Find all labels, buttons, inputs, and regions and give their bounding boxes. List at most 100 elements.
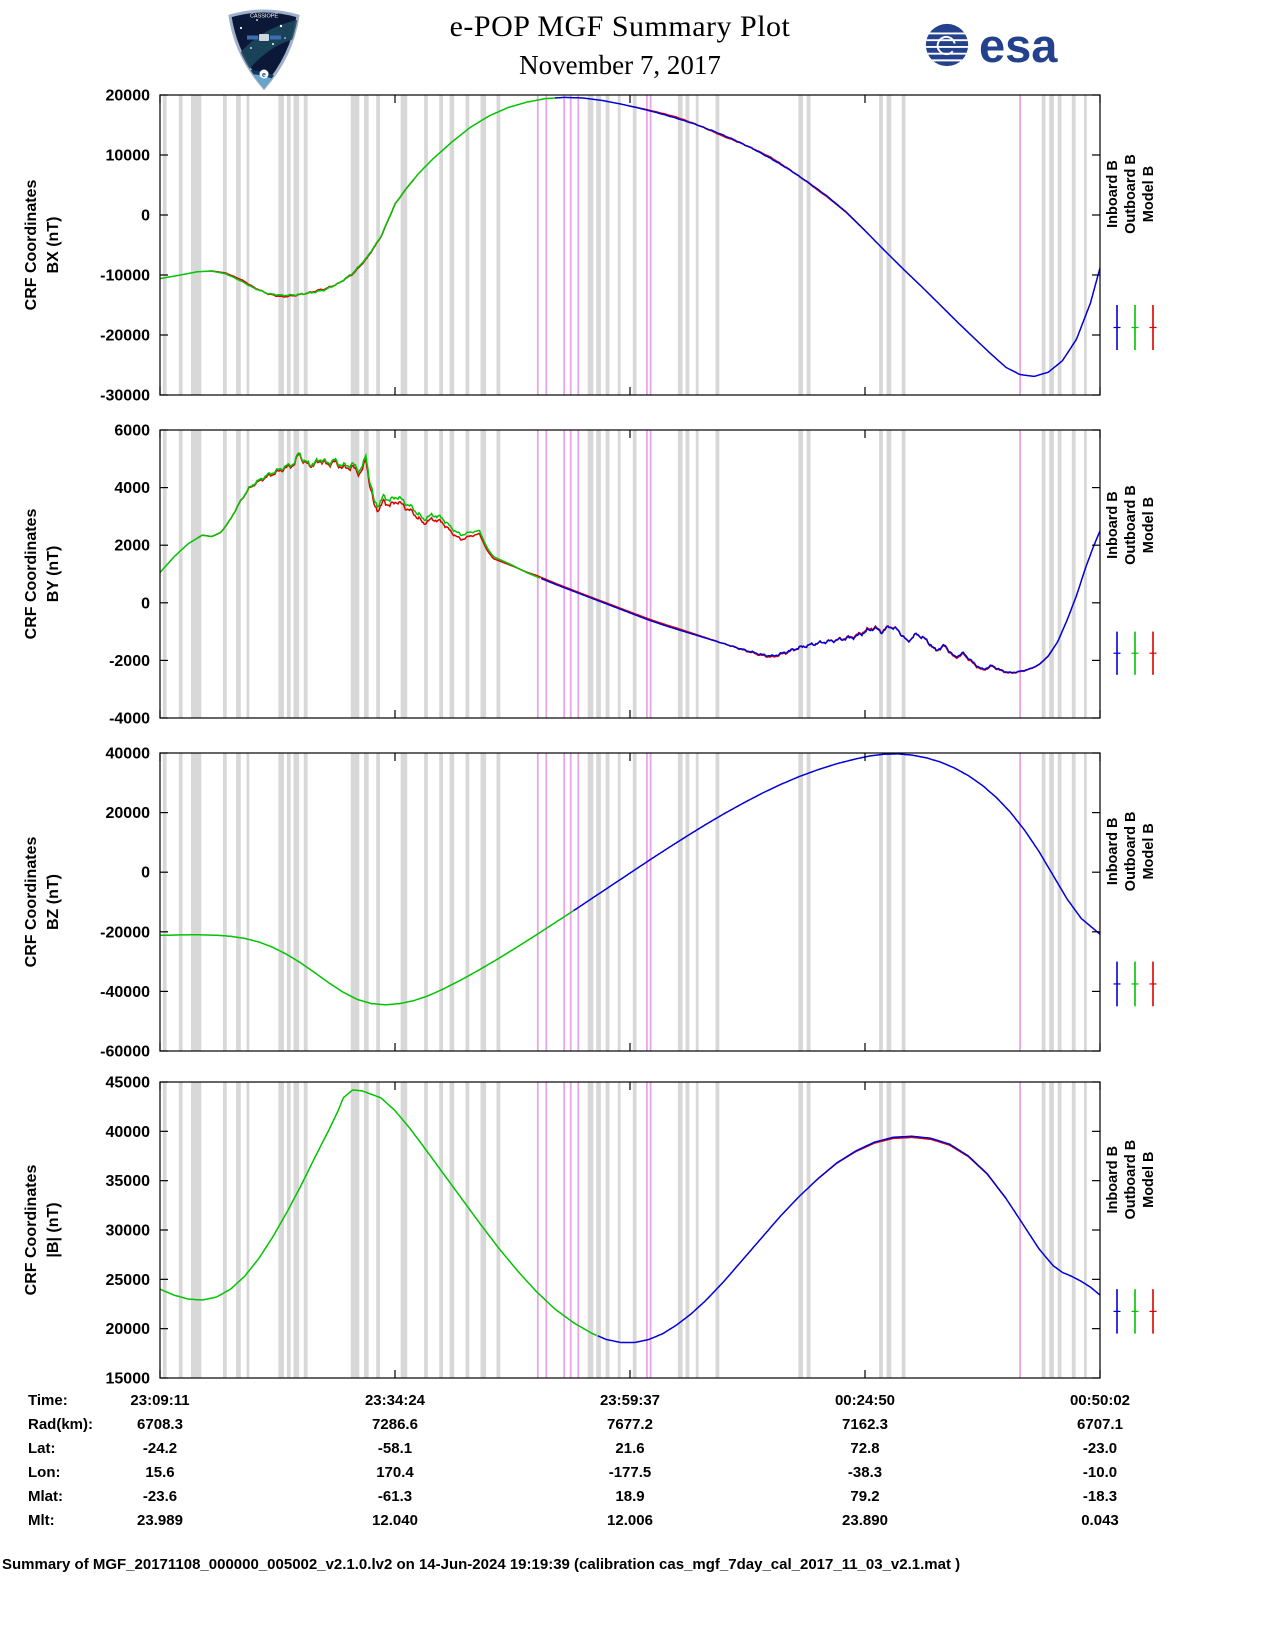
event-marker-line bbox=[577, 95, 580, 395]
lon-value: -10.0 bbox=[1082, 1464, 1118, 1481]
mlat-value: 79.2 bbox=[850, 1488, 880, 1505]
data-gap-band bbox=[286, 753, 291, 1051]
data-gap-band bbox=[162, 95, 167, 395]
lon-value: -177.5 bbox=[608, 1464, 652, 1481]
y-tick-label: -2000 bbox=[109, 653, 150, 670]
inboard-b-curve bbox=[554, 96, 1100, 378]
data-gap-band bbox=[1084, 430, 1087, 718]
data-gap-band bbox=[424, 1082, 428, 1378]
table-row-time: Time: 23:09:11 23:34:24 23:59:37 00:24:50 00:… bbox=[0, 1392, 1275, 1416]
event-marker-line bbox=[577, 1082, 580, 1378]
event-marker-line bbox=[569, 95, 572, 395]
page-subtitle: November 7, 2017 bbox=[519, 50, 721, 80]
rad-value: 6708.3 bbox=[137, 1416, 183, 1433]
patch-text: CASSIOPE bbox=[250, 14, 278, 20]
panel-by bbox=[160, 430, 1100, 718]
data-gap-band bbox=[587, 1082, 594, 1378]
data-gap-band bbox=[246, 753, 250, 1051]
data-gap-band bbox=[1049, 1082, 1054, 1378]
y-tick-label: 0 bbox=[141, 865, 150, 882]
y-tick-label: 0 bbox=[141, 208, 150, 225]
data-gap-band bbox=[886, 1082, 892, 1378]
y-axis-label-component: BY (nT) bbox=[45, 546, 62, 603]
y-tick-label: -20000 bbox=[100, 924, 150, 941]
table-row-mlat: Mlat: -23.6 -61.3 18.9 79.2 -18.3 bbox=[0, 1488, 1275, 1512]
outboard-b-curve bbox=[160, 97, 555, 297]
data-gap-band bbox=[632, 753, 637, 1051]
data-gap-band bbox=[364, 430, 369, 718]
lat-value: -23.0 bbox=[1082, 1440, 1118, 1457]
data-gap-band bbox=[677, 430, 683, 718]
data-gap-band bbox=[364, 753, 369, 1051]
mlt-value: 23.890 bbox=[842, 1512, 888, 1529]
cassiope-mission-patch: e CASSIOPE bbox=[228, 9, 300, 91]
inboard-b-curve bbox=[597, 1135, 1100, 1344]
file-summary-footer: Summary of MGF_20171108_000000_005002_v2… bbox=[2, 1556, 961, 1573]
data-gap-band bbox=[587, 430, 594, 718]
data-gap-band bbox=[278, 753, 284, 1051]
data-gap-band bbox=[886, 753, 892, 1051]
data-gap-band bbox=[293, 753, 300, 1051]
event-marker-line bbox=[649, 753, 652, 1051]
y-tick-label: 40000 bbox=[106, 1124, 151, 1141]
y-axis-label-coords: CRF Coordinates bbox=[23, 180, 40, 311]
y-axis-label-component: |B| (nT) bbox=[45, 1202, 62, 1257]
y-tick-label: -60000 bbox=[100, 1044, 150, 1061]
data-gap-band bbox=[886, 95, 892, 395]
lat-label: Lat: bbox=[28, 1440, 56, 1457]
data-gap-band bbox=[715, 430, 720, 718]
data-gap-band bbox=[617, 1082, 621, 1378]
y-tick-label: 10000 bbox=[106, 148, 151, 165]
data-gap-band bbox=[191, 1082, 202, 1378]
table-row-rad: Rad(km): 6708.3 7286.6 7677.2 7162.3 6707.1 bbox=[0, 1416, 1275, 1440]
data-gap-band bbox=[1057, 430, 1062, 718]
esa-wordmark: esa bbox=[979, 18, 1058, 72]
y-axis-label-coords: CRF Coordinates bbox=[23, 837, 40, 968]
mlt-value: 0.043 bbox=[1081, 1512, 1119, 1529]
data-gap-band bbox=[879, 1082, 883, 1378]
data-gap-band bbox=[465, 1082, 470, 1378]
y-tick-label: 45000 bbox=[106, 1075, 151, 1092]
table-row-lat: Lat: -24.2 -58.1 21.6 72.8 -23.0 bbox=[0, 1440, 1275, 1464]
data-gap-band bbox=[879, 430, 883, 718]
y-tick-label: 20000 bbox=[106, 88, 151, 105]
table-row-lon: Lon: 15.6 170.4 -177.5 -38.3 -10.0 bbox=[0, 1464, 1275, 1488]
lon-value: 170.4 bbox=[376, 1464, 414, 1481]
event-marker-line bbox=[545, 1082, 548, 1378]
y-axis-label-component: BZ (nT) bbox=[45, 874, 62, 930]
event-marker-line bbox=[646, 753, 648, 1051]
epop-e: e bbox=[262, 72, 266, 79]
rad-value: 7677.2 bbox=[607, 1416, 653, 1433]
time-value: 00:50:02 bbox=[1069, 1392, 1131, 1409]
data-gap-band bbox=[632, 95, 637, 395]
data-gap-band bbox=[496, 430, 501, 718]
mlat-value: -61.3 bbox=[377, 1488, 413, 1505]
data-gap-band bbox=[236, 1082, 241, 1378]
y-tick-label: 40000 bbox=[106, 746, 151, 763]
data-gap-band bbox=[685, 95, 690, 395]
lon-value: 15.6 bbox=[145, 1464, 175, 1481]
data-gap-band bbox=[449, 95, 455, 395]
event-marker-line bbox=[646, 95, 648, 395]
data-gap-band bbox=[350, 753, 360, 1051]
data-gap-band bbox=[1041, 1082, 1046, 1378]
mlat-value: 18.9 bbox=[615, 1488, 645, 1505]
lat-value: -58.1 bbox=[377, 1440, 413, 1457]
data-gap-band bbox=[685, 430, 690, 718]
data-gap-band bbox=[1084, 95, 1087, 395]
panel-bx bbox=[160, 95, 1100, 395]
y-axis-label-component: BX (nT) bbox=[45, 217, 62, 274]
data-gap-band bbox=[1049, 95, 1054, 395]
data-gap-band bbox=[806, 95, 811, 395]
data-gap-band bbox=[178, 430, 183, 718]
data-gap-band bbox=[480, 753, 487, 1051]
event-marker-line bbox=[563, 1082, 566, 1378]
data-gap-band bbox=[449, 430, 455, 718]
data-gap-band bbox=[178, 1082, 183, 1378]
data-gap-band bbox=[605, 1082, 610, 1378]
data-gap-band bbox=[376, 753, 380, 1051]
data-gap-band bbox=[162, 430, 167, 718]
data-gap-band bbox=[1057, 1082, 1062, 1378]
event-marker-line bbox=[536, 95, 539, 395]
